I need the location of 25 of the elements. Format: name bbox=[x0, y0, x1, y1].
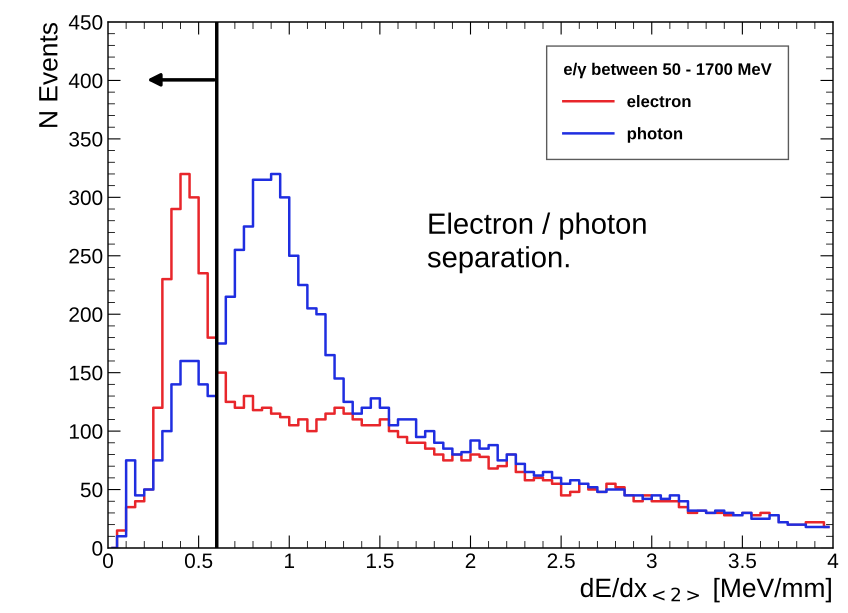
y-tick-label: 400 bbox=[68, 73, 102, 88]
x-tick-label: 0.5 bbox=[184, 553, 212, 568]
legend-label: photon bbox=[628, 127, 682, 143]
y-tick-label: 0 bbox=[92, 541, 102, 556]
legend-title: e/γ between 50 - 1700 MeV bbox=[564, 62, 772, 78]
y-tick-label: 300 bbox=[69, 190, 102, 206]
y-tick-label: 450 bbox=[68, 15, 102, 30]
y-tick-label: 250 bbox=[69, 248, 102, 264]
x-tick-label: 2.5 bbox=[548, 553, 575, 568]
legend-label: electron bbox=[627, 94, 690, 108]
y-tick-label: 50 bbox=[80, 482, 102, 498]
y-tick-label: 100 bbox=[70, 424, 102, 439]
x-tick-label: 1.5 bbox=[366, 554, 394, 568]
x-tick-label: 0 bbox=[103, 553, 113, 568]
x-tick-label: 1 bbox=[285, 554, 294, 568]
y-axis-title: N Events bbox=[39, 22, 58, 127]
x-tick-label: 3 bbox=[646, 553, 657, 568]
y-tick-label: 200 bbox=[69, 307, 102, 322]
y-tick-label: 350 bbox=[69, 132, 102, 147]
x-tick-label: 3.5 bbox=[728, 553, 756, 568]
y-tick-label: 150 bbox=[70, 366, 102, 380]
x-tick-label: 2 bbox=[466, 553, 476, 568]
x-tick-label: 4 bbox=[828, 554, 838, 568]
annotation: Electron / photon separation. bbox=[428, 212, 646, 274]
x-axis-title: dE/dx$_{<2>}$ [MeV/mm] bbox=[580, 578, 831, 602]
